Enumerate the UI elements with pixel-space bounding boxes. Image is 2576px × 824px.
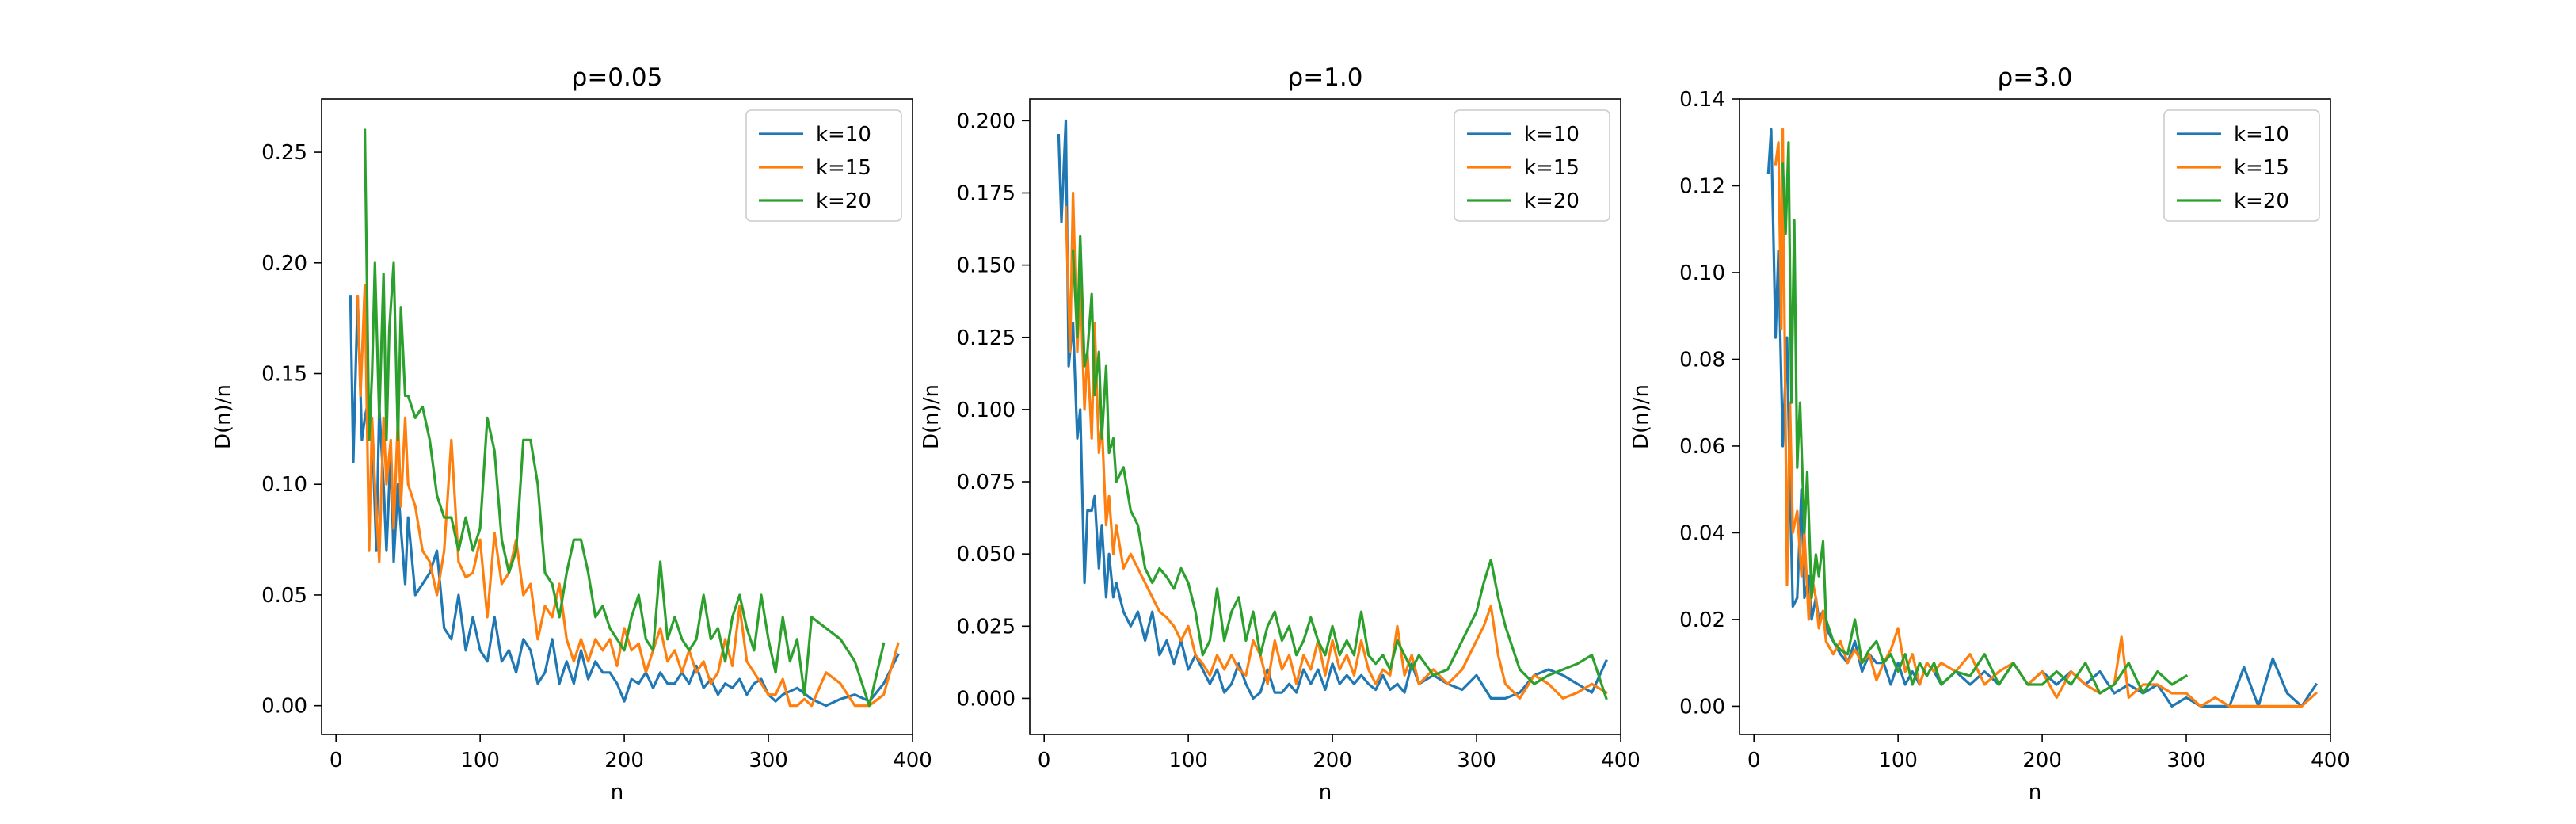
subplot-2: 0 100 200 300 400 0.000 0.025 0.050 0.075 0.100 0.… [920,63,1640,804]
axes-frame [1029,98,1621,735]
legend-label-k=15: k=15 [1524,156,1580,180]
y-tick-label: 0.06 [1679,435,1725,459]
chart-title: ρ=1.0 [1288,63,1363,92]
y-axis-label: D(n)/n [1629,384,1653,449]
x-axis-label: n [1319,780,1332,804]
legend: k=10 k=15 k=20 [2163,109,2320,222]
legend-label-k=10: k=10 [816,123,871,147]
y-tick-label: 0.02 [1679,608,1725,632]
y-tick-label: 0.05 [261,584,307,608]
chart-title: ρ=3.0 [1998,63,2073,92]
x-tick-label: 400 [1601,749,1640,772]
x-tick-label: 200 [2022,749,2062,772]
series-line-k=20 [1071,235,1608,700]
y-tick-label: 0.050 [957,543,1016,566]
x-tick-label: 0 [330,749,343,772]
y-tick-label: 0.00 [1679,695,1725,719]
y-tick-label: 0.100 [957,399,1016,422]
y-tick-label: 0.00 [261,695,307,719]
legend-box [745,109,902,222]
y-tick-label: 0.075 [957,471,1016,494]
y-tick-label: 0.000 [957,687,1016,711]
axes-frame [1739,98,2331,735]
x-tick-label: 400 [893,749,932,772]
y-axis-label: D(n)/n [920,384,943,449]
y-tick-label: 0.175 [957,181,1016,205]
x-tick-label: 300 [749,749,788,772]
x-tick-label: 200 [604,749,644,772]
x-tick-label: 0 [1747,749,1761,772]
x-axis-label: n [2029,780,2041,804]
subplot-1: 0 100 200 300 400 0.00 0.05 0.10 0.15 0.20 0.25 ρ=0… [211,63,932,804]
legend-label-k=20: k=20 [1524,189,1580,213]
y-tick-label: 0.125 [957,326,1016,350]
x-tick-label: 200 [1313,749,1352,772]
x-tick-label: 400 [2311,749,2350,772]
legend-label-k=10: k=10 [1524,123,1580,147]
series-line-k=10 [349,295,900,708]
y-tick-label: 0.25 [261,141,307,165]
legend-label-k=20: k=20 [816,189,871,213]
y-tick-label: 0.10 [261,473,307,497]
series-line-k=20 [363,128,886,708]
legend-box [2163,109,2320,222]
y-tick-label: 0.025 [957,615,1016,639]
y-tick-label: 0.150 [957,254,1016,278]
legend: k=10 k=15 k=20 [745,109,902,222]
legend-label-k=20: k=20 [2234,189,2289,213]
series-line-k=15 [1774,128,2319,708]
legend-label-k=10: k=10 [2234,123,2289,147]
series-line-k=20 [1781,141,2189,695]
legend-label-k=15: k=15 [2234,156,2289,180]
subplot-3: 0 100 200 300 400 0.00 0.02 0.04 0.06 0.08 0.10 0.1… [1629,63,2350,804]
x-tick-label: 300 [1457,749,1496,772]
series-line-k=10 [1057,119,1608,700]
y-tick-label: 0.200 [957,109,1016,133]
x-tick-label: 100 [1878,749,1918,772]
y-tick-label: 0.08 [1679,348,1725,372]
y-tick-label: 0.10 [1679,261,1725,285]
x-tick-label: 100 [1168,749,1208,772]
chart-title: ρ=0.05 [572,63,663,92]
y-tick-label: 0.12 [1679,174,1725,198]
legend-label-k=15: k=15 [816,156,871,180]
y-axis-label: D(n)/n [211,384,235,449]
legend: k=10 k=15 k=20 [1454,109,1610,222]
y-tick-label: 0.15 [261,363,307,387]
axes-frame [321,98,913,735]
series-line-k=15 [1064,191,1608,700]
x-axis-label: n [611,780,623,804]
legend-box [1454,109,1610,222]
series-line-k=15 [356,284,900,708]
x-tick-label: 300 [2166,749,2206,772]
y-tick-label: 0.14 [1679,88,1725,112]
x-tick-label: 0 [1038,749,1051,772]
y-tick-label: 0.20 [261,252,307,276]
y-tick-label: 0.04 [1679,521,1725,545]
x-tick-label: 100 [460,749,500,772]
